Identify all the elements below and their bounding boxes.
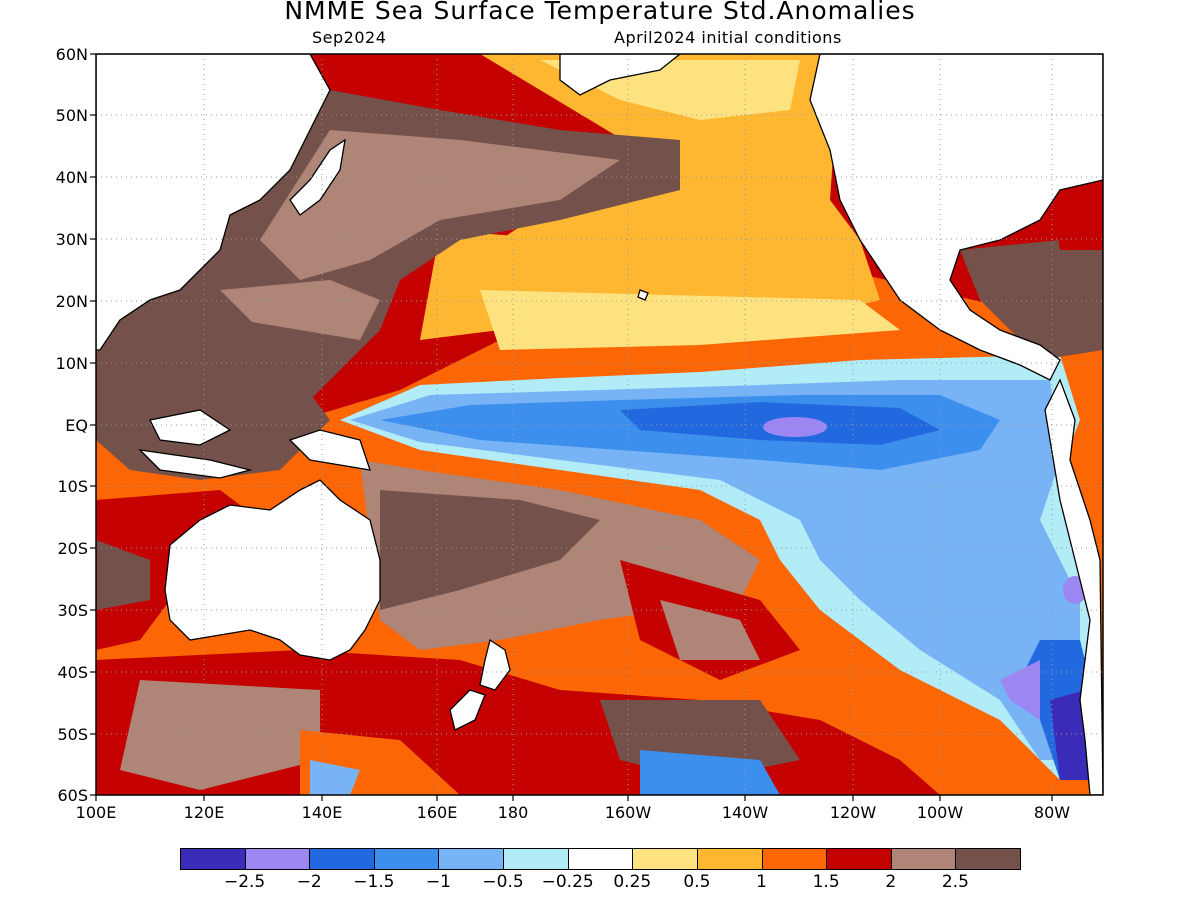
colorbar-swatch	[696, 848, 763, 870]
y-tick-label: 30S	[57, 601, 88, 620]
colorbar-label: −0.5	[482, 872, 524, 892]
colorbar-swatch	[890, 848, 957, 870]
colorbar-label: 2.5	[941, 872, 969, 892]
y-tick-label: EQ	[65, 416, 88, 435]
colorbar-label: 1.5	[812, 872, 840, 892]
colorbar-swatch	[309, 848, 375, 870]
y-tick-label: 30N	[55, 230, 88, 249]
colorbar-label: 0.25	[613, 872, 652, 892]
y-tick-label: 10S	[57, 477, 88, 496]
initial-conditions: April2024 initial conditions	[614, 28, 842, 47]
x-tick-label: 120E	[183, 803, 225, 822]
y-tick-label: 40S	[57, 663, 88, 682]
map-title: NMME Sea Surface Temperature Std.Anomali…	[284, 0, 916, 25]
colorbar-label: 1	[756, 872, 767, 892]
y-tick-label: 60S	[57, 786, 88, 805]
y-tick-label: 20S	[57, 539, 88, 558]
colorbar-label: 0.5	[683, 872, 711, 892]
x-tick-label: 180	[497, 803, 529, 822]
colorbar-label: 2	[885, 872, 897, 892]
colorbar-label: −1	[425, 872, 451, 892]
y-tick-label: 60N	[55, 45, 88, 64]
x-tick-label: 140E	[301, 803, 343, 822]
y-tick-label: 50N	[55, 106, 88, 125]
colorbar-label: −1.5	[353, 872, 395, 892]
y-tick-label: 20N	[55, 292, 88, 311]
colorbar-swatch	[632, 848, 698, 870]
land-masses	[96, 54, 1103, 795]
colorbar-label: −0.25	[541, 872, 594, 892]
x-tick-label: 100W	[916, 803, 964, 822]
x-tick-label: 80W	[1033, 803, 1071, 822]
y-tick-label: 50S	[57, 725, 88, 744]
grid-lines	[96, 54, 1103, 795]
x-tick-label: 100E	[75, 803, 117, 822]
colorbar-swatch	[567, 848, 634, 870]
colorbar-swatch	[244, 848, 311, 870]
colorbar-swatch	[761, 848, 828, 870]
x-tick-label: 140W	[721, 803, 769, 822]
x-tick-label: 160W	[604, 803, 652, 822]
y-tick-label: 40N	[55, 168, 88, 187]
colorbar-swatch	[826, 848, 892, 870]
colorbar-swatch	[373, 848, 440, 870]
colorbar-label: −2	[296, 872, 322, 892]
y-tick-label: 10N	[55, 354, 88, 373]
axis-ticks	[90, 53, 1053, 801]
forecast-month: Sep2024	[312, 28, 387, 47]
x-tick-label: 120W	[829, 803, 877, 822]
colorbar-swatch	[438, 848, 505, 870]
colorbar-swatch	[503, 848, 569, 870]
colorbar-label: −2.5	[223, 872, 266, 892]
colorbar-swatch	[180, 848, 246, 870]
colorbar-swatch	[955, 848, 1021, 870]
x-tick-label: 160E	[416, 803, 458, 822]
